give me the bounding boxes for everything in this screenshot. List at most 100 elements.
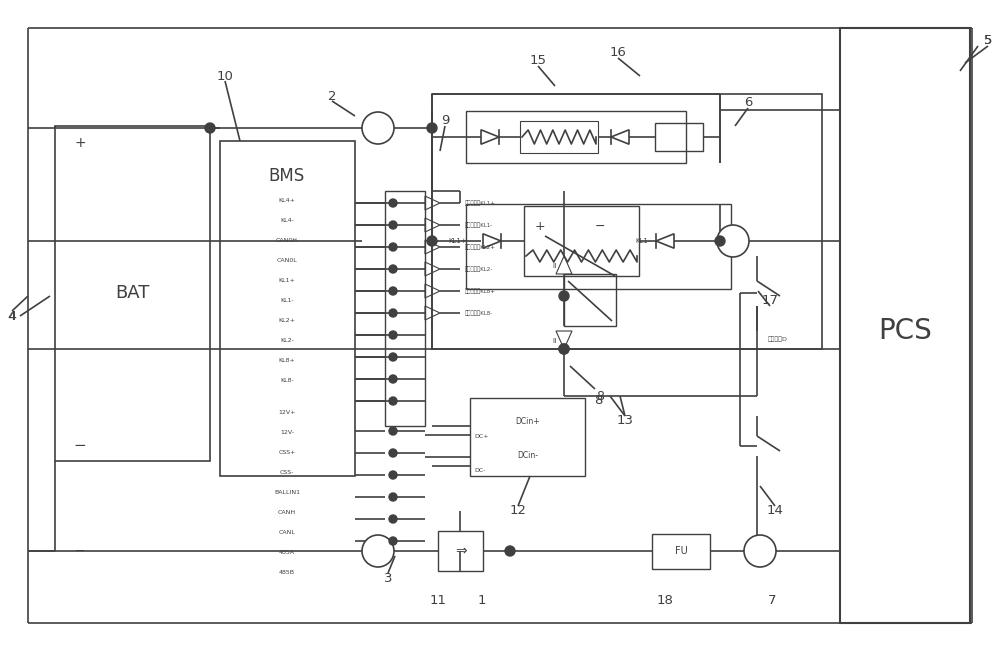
Text: 预充继电器KL2+: 预充继电器KL2+ [465,244,496,250]
Circle shape [389,331,397,339]
Bar [55,126,210,461]
Text: 主正继电器KL1-: 主正继电器KL1- [465,222,493,228]
Text: Ⅱ: Ⅱ [552,338,556,344]
Text: KL2-: KL2- [280,339,294,344]
Text: KL2+: KL2+ [279,318,295,324]
Circle shape [427,123,437,133]
Circle shape [389,449,397,457]
Text: +: + [74,136,86,150]
Text: 主正继电器KL1+: 主正继电器KL1+ [465,201,496,206]
Bar [524,206,639,276]
Text: 12V+: 12V+ [278,411,296,415]
Bar [470,398,585,476]
Circle shape [559,291,569,301]
Text: CSS+: CSS+ [278,450,296,456]
Text: 485A: 485A [279,551,295,555]
Text: 6: 6 [744,96,752,109]
Text: KL1-: KL1- [635,238,651,244]
Circle shape [389,353,397,361]
Circle shape [427,236,437,246]
Circle shape [205,123,215,133]
Text: BAT: BAT [115,284,149,302]
Text: CANL: CANL [279,531,295,536]
Text: CANH: CANH [278,510,296,516]
Circle shape [389,427,397,435]
Text: DC+: DC+ [474,434,488,439]
Text: −: − [74,439,86,454]
Text: 7: 7 [768,594,776,607]
Circle shape [389,287,397,295]
Text: KL4-: KL4- [280,219,294,223]
Text: 485B: 485B [279,570,295,575]
Circle shape [389,537,397,545]
Text: 3: 3 [384,572,392,585]
Text: PCS: PCS [878,317,932,345]
Text: 预充继电器KL2-: 预充继电器KL2- [465,266,493,272]
Text: 5: 5 [984,35,992,48]
Text: DCin-: DCin- [518,452,538,460]
Bar [564,274,616,326]
Text: 1: 1 [478,594,486,607]
Text: 10: 10 [217,70,233,83]
Circle shape [389,199,397,207]
Text: 4: 4 [8,309,16,322]
Text: BALLIN1: BALLIN1 [274,490,300,495]
Text: 11: 11 [430,594,446,607]
Text: KL1-: KL1- [280,299,294,303]
Text: 4: 4 [8,309,16,322]
Text: 12V-: 12V- [280,430,294,436]
Text: 17: 17 [762,294,778,307]
Text: CSS-: CSS- [280,471,294,475]
Bar [520,121,598,153]
Circle shape [717,225,749,257]
Text: 5: 5 [984,35,992,48]
Text: 8: 8 [596,389,604,402]
Text: DC-: DC- [474,469,486,473]
Text: 15: 15 [530,55,546,68]
Circle shape [362,535,394,567]
Text: KL8-: KL8- [280,378,294,383]
Bar [385,191,425,426]
Circle shape [389,397,397,405]
Text: ⇒: ⇒ [455,544,467,558]
Text: 断电开关D: 断电开关D [768,336,788,342]
Text: 14: 14 [767,505,783,518]
Circle shape [715,236,725,246]
Text: FU: FU [675,546,687,556]
Circle shape [362,112,394,144]
Text: +: + [535,219,545,232]
Circle shape [389,471,397,479]
Text: −: − [75,544,85,557]
Text: KL8+: KL8+ [279,359,295,363]
Text: KL1+: KL1+ [449,238,467,244]
Bar [652,534,710,569]
Text: 自维继电器KL8-: 自维继电器KL8- [465,311,493,316]
Text: 12: 12 [510,505,526,518]
Circle shape [389,243,397,251]
Bar [432,94,822,349]
Bar [840,28,970,623]
Bar [655,123,703,151]
Circle shape [559,344,569,354]
Bar [466,204,731,289]
Circle shape [389,515,397,523]
Text: Ⅱ: Ⅱ [552,263,556,269]
Text: 自维继电器KL8+: 自维继电器KL8+ [465,288,496,294]
Text: −: − [595,219,605,232]
Bar [438,531,483,571]
Text: 13: 13 [616,415,634,428]
Text: BMS: BMS [269,167,305,185]
Circle shape [389,309,397,317]
Circle shape [559,344,569,354]
Bar [220,141,355,476]
Circle shape [389,493,397,501]
Text: KL1+: KL1+ [279,279,295,283]
Text: 16: 16 [610,46,626,59]
Text: DCin+: DCin+ [516,417,540,426]
Text: CAN0H: CAN0H [276,238,298,243]
Text: 9: 9 [441,115,449,128]
Circle shape [389,375,397,383]
Circle shape [389,221,397,229]
Text: 8: 8 [594,395,602,408]
Text: 18: 18 [657,594,673,607]
